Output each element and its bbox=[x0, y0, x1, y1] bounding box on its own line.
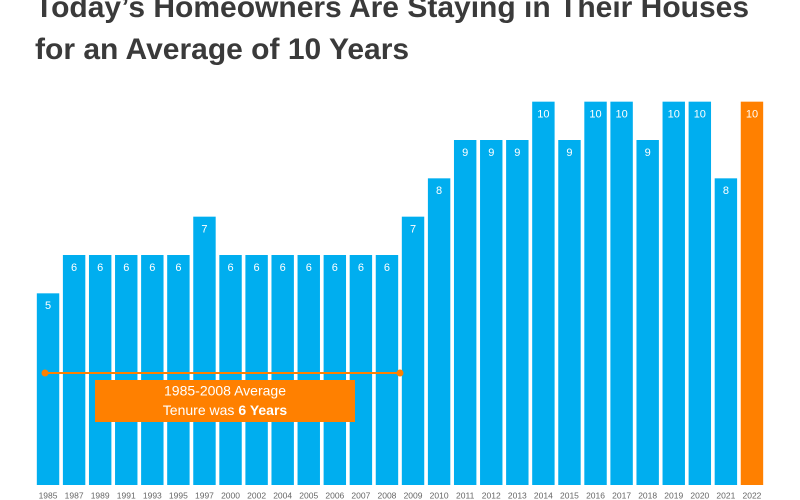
x-tick-label: 1995 bbox=[169, 490, 188, 500]
x-tick-label: 1991 bbox=[117, 490, 136, 500]
bar bbox=[714, 178, 738, 486]
value-label: 9 bbox=[514, 147, 520, 159]
value-label: 6 bbox=[358, 262, 364, 274]
x-tick-label: 2010 bbox=[430, 490, 449, 500]
value-label: 7 bbox=[201, 224, 207, 236]
bar bbox=[323, 255, 347, 485]
bar bbox=[219, 255, 242, 485]
value-label: 10 bbox=[668, 109, 680, 121]
x-tick-label: 2002 bbox=[247, 490, 266, 500]
bar bbox=[532, 101, 555, 486]
value-label: 6 bbox=[306, 262, 312, 274]
bar bbox=[401, 216, 425, 485]
x-tick-label: 2018 bbox=[638, 490, 657, 500]
annotation-emphasis: 6 Years bbox=[238, 402, 287, 418]
bar bbox=[610, 101, 633, 486]
bar bbox=[558, 140, 581, 485]
annotation-dot bbox=[396, 369, 404, 377]
value-label: 6 bbox=[332, 262, 338, 274]
x-tick-label: 1997 bbox=[195, 490, 214, 500]
value-label: 5 bbox=[45, 300, 51, 312]
x-tick-label: 2022 bbox=[743, 490, 762, 500]
x-tick-label: 2019 bbox=[664, 490, 683, 500]
bar bbox=[245, 255, 268, 485]
value-label: 6 bbox=[123, 262, 129, 274]
x-tick-label: 2000 bbox=[221, 490, 240, 500]
bar bbox=[88, 255, 112, 485]
x-tick-label: 2006 bbox=[325, 490, 344, 500]
value-label: 6 bbox=[384, 262, 390, 274]
value-label: 10 bbox=[694, 109, 706, 121]
x-tick-label: 2012 bbox=[482, 490, 501, 500]
bar bbox=[480, 140, 503, 485]
x-tick-label: 2011 bbox=[456, 490, 475, 500]
x-tick-label: 2007 bbox=[351, 490, 370, 500]
value-label: 9 bbox=[488, 147, 494, 159]
annotation-text: 1985-2008 Average bbox=[164, 383, 286, 399]
chart-title: Today’s Homeowners Are Staying in Their … bbox=[35, 0, 750, 66]
bar bbox=[271, 255, 294, 485]
bar bbox=[193, 216, 216, 485]
value-label: 8 bbox=[436, 185, 442, 197]
value-label: 6 bbox=[149, 262, 155, 274]
bar bbox=[115, 255, 138, 485]
x-tick-label: 1987 bbox=[65, 490, 84, 500]
bar bbox=[167, 255, 190, 485]
bar bbox=[427, 178, 451, 486]
value-label: 6 bbox=[97, 262, 103, 274]
annotation-dot bbox=[41, 369, 49, 377]
value-label: 9 bbox=[566, 147, 572, 159]
x-tick-label: 2016 bbox=[586, 490, 605, 500]
x-tick-label: 1989 bbox=[91, 490, 110, 500]
x-tick-label: 2004 bbox=[273, 490, 292, 500]
x-tick-label: 2017 bbox=[612, 490, 631, 500]
x-tick-label: 1993 bbox=[143, 490, 162, 500]
value-label: 10 bbox=[589, 109, 601, 121]
bar bbox=[740, 101, 764, 486]
value-label: 6 bbox=[280, 262, 286, 274]
x-tick-label: 2013 bbox=[508, 490, 527, 500]
value-label: 6 bbox=[175, 262, 181, 274]
bar bbox=[636, 140, 659, 485]
bar bbox=[349, 255, 373, 485]
bar bbox=[62, 255, 86, 485]
annotation-box bbox=[95, 380, 355, 422]
bar bbox=[36, 293, 60, 485]
bar bbox=[584, 101, 607, 486]
value-label: 7 bbox=[410, 224, 416, 236]
bar bbox=[662, 101, 685, 486]
value-label: 6 bbox=[227, 262, 233, 274]
bar bbox=[297, 255, 320, 485]
value-label: 6 bbox=[254, 262, 260, 274]
x-tick-label: 2021 bbox=[716, 490, 735, 500]
x-tick-label: 2014 bbox=[534, 490, 553, 500]
value-label: 10 bbox=[537, 109, 549, 121]
value-label: 10 bbox=[615, 109, 627, 121]
x-tick-label: 2020 bbox=[690, 490, 709, 500]
value-label: 9 bbox=[645, 147, 651, 159]
value-label: 9 bbox=[462, 147, 468, 159]
value-label: 8 bbox=[723, 185, 729, 197]
x-tick-label: 2005 bbox=[299, 490, 318, 500]
bar bbox=[453, 140, 477, 485]
x-tick-label: 1985 bbox=[39, 490, 58, 500]
x-tick-label: 2009 bbox=[404, 490, 423, 500]
annotation-text: Tenure was bbox=[163, 402, 235, 418]
bar bbox=[141, 255, 164, 485]
annotation-text: Tenure was 6 Years bbox=[163, 402, 288, 418]
x-tick-label: 2008 bbox=[378, 490, 397, 500]
bar bbox=[688, 101, 712, 486]
bar bbox=[375, 255, 399, 485]
value-label: 10 bbox=[746, 109, 758, 121]
value-label: 6 bbox=[71, 262, 77, 274]
x-tick-label: 2015 bbox=[560, 490, 579, 500]
bar bbox=[506, 140, 529, 485]
